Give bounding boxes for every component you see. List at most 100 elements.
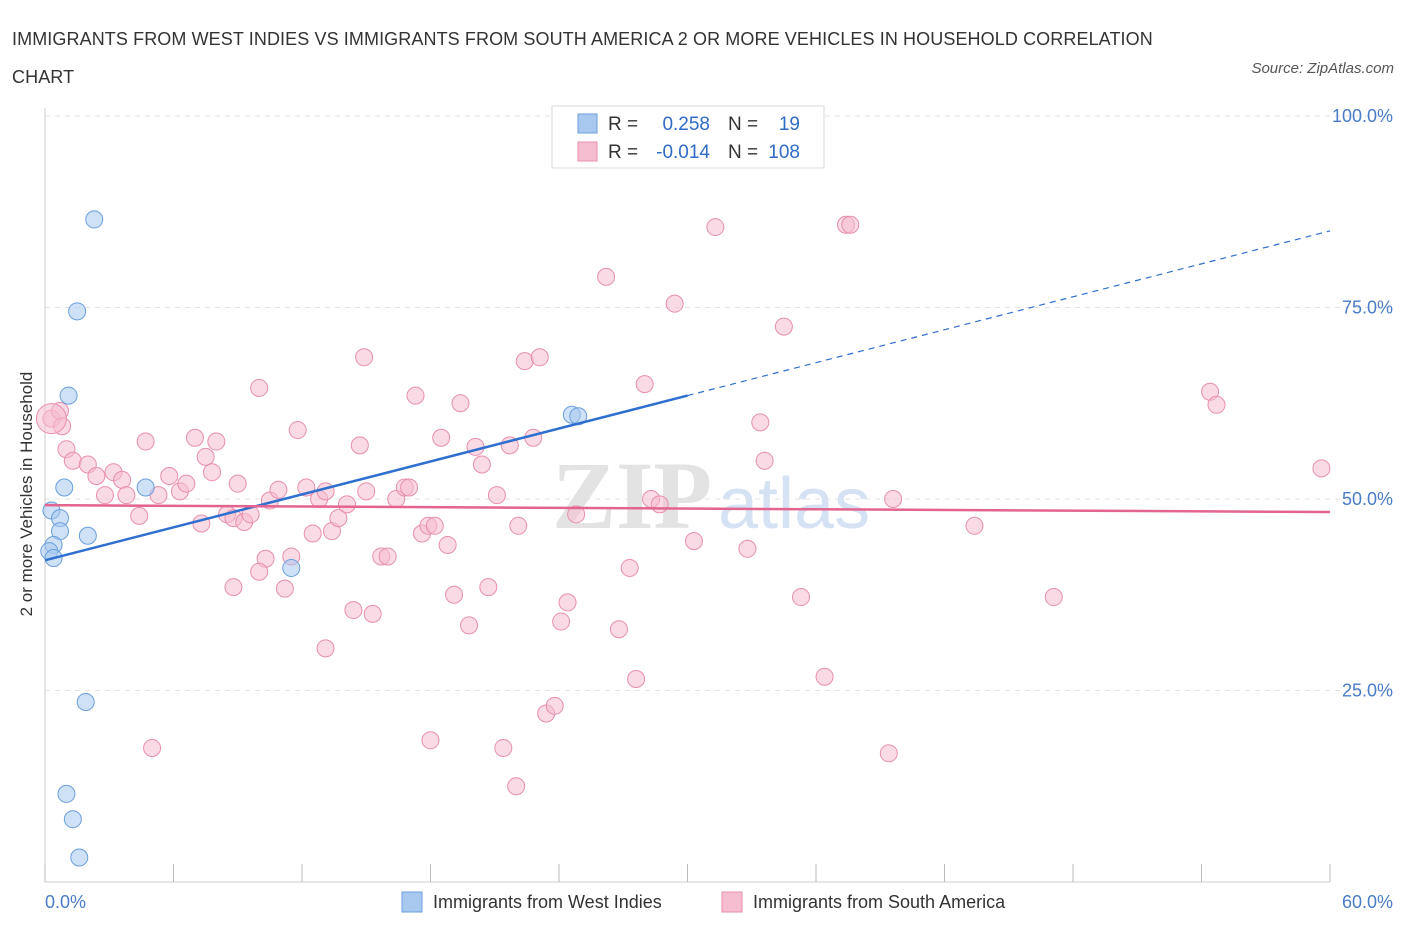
south-america-point-55 [445, 585, 464, 604]
south-america-point-34 [303, 524, 322, 543]
south-america-point-61 [487, 486, 506, 505]
south-america-point-67 [530, 348, 549, 367]
legend-r-value-1: 0.258 [662, 114, 710, 135]
watermark-atlas: atlas [718, 464, 870, 544]
south-america-point-58 [466, 437, 485, 456]
south-america-point-90 [815, 667, 834, 686]
south-america-point-93 [879, 744, 898, 763]
south-america-point-65 [515, 352, 534, 371]
south-america-point-49 [406, 386, 425, 405]
south-america-point-94 [884, 490, 903, 508]
south-america-point-103 [507, 777, 526, 796]
series-legend-label-west-indies: Immigrants from West Indies [433, 892, 662, 912]
south-america-point-73 [316, 639, 335, 658]
south-america-point-45 [378, 547, 397, 566]
south-america-point-89 [792, 588, 811, 607]
south-america-point-99 [1312, 459, 1331, 478]
west-indies-point-14 [76, 692, 95, 711]
south-america-point-5 [87, 467, 106, 486]
south-america-point-80 [650, 495, 669, 514]
south-america-point-59 [472, 455, 491, 474]
south-america-point-95 [965, 516, 984, 535]
west-indies-point-12 [282, 558, 301, 577]
y-tick-labels: 100.0% 75.0% 50.0% 25.0% [1332, 106, 1393, 701]
south-america-point-18 [196, 447, 215, 466]
south-america-point-83 [706, 218, 725, 237]
south-america-point-85 [738, 539, 757, 558]
trend-lines [44, 230, 1331, 562]
south-america-point-78 [635, 375, 654, 394]
south-america-trend-line [44, 503, 1331, 514]
south-america-point-87 [755, 451, 774, 470]
legend-r-label-2: R = [608, 142, 638, 163]
legend-r-value-2: -0.014 [656, 142, 710, 163]
series-legend-swatch-west-indies [401, 891, 423, 913]
south-america-point-62 [494, 738, 513, 757]
series-legend-label-south-america: Immigrants from South America [753, 892, 1006, 912]
south-america-point-48 [400, 478, 419, 497]
legend-n-value-2: 108 [768, 142, 800, 163]
south-america-point-86 [751, 413, 770, 432]
series-legend-swatch-south-america [721, 891, 743, 913]
south-america-point-13 [160, 467, 179, 486]
south-america-point-19 [203, 463, 222, 482]
south-america-point-72 [567, 505, 586, 524]
legend-swatch-west-indies [577, 113, 598, 134]
south-america-point-29 [269, 480, 288, 499]
series-legend: Immigrants from West Indies Immigrants f… [401, 891, 1006, 913]
y-axis-label: 2 or more Vehicles in Household [17, 372, 36, 617]
y-tick-label-100: 100.0% [1332, 106, 1393, 126]
south-america-point-52 [425, 516, 444, 535]
south-america-point-43 [363, 604, 382, 623]
west-indies-point-10 [78, 526, 97, 545]
south-america-point-64 [509, 516, 528, 535]
west-indies-trend-extension [687, 230, 1331, 397]
legend-n-value-1: 19 [779, 114, 800, 135]
south-america-point-77 [627, 670, 646, 689]
south-america-point-75 [609, 620, 628, 639]
south-america-point-96 [1044, 588, 1063, 607]
south-america-point-81 [665, 294, 684, 313]
south-america-point-98 [1207, 395, 1226, 414]
south-america-point-104 [224, 578, 243, 597]
south-america-point-92 [841, 215, 860, 234]
south-america-point-16 [185, 428, 204, 447]
south-america-point-71 [558, 593, 577, 612]
south-america-point-41 [350, 436, 369, 455]
series-south-america-points [35, 215, 1331, 796]
south-america-point-54 [438, 535, 457, 554]
legend-swatch-south-america [577, 141, 598, 162]
south-america-point-76 [620, 558, 639, 577]
south-america-point-53 [432, 428, 451, 447]
x-axis-ticks [44, 864, 1331, 882]
legend-n-label-1: N = [728, 114, 758, 135]
south-america-point-15 [177, 474, 196, 493]
south-america-point-39 [337, 495, 356, 514]
south-america-point-88 [774, 317, 793, 336]
west-indies-point-2 [59, 386, 78, 405]
south-america-point-60 [479, 578, 498, 597]
south-america-point-10 [130, 506, 149, 525]
west-indies-point-17 [70, 848, 89, 867]
west-indies-point-15 [57, 784, 76, 803]
chart-title: IMMIGRANTS FROM WEST INDIES VS IMMIGRANT… [12, 29, 1153, 87]
south-america-point-11 [136, 432, 155, 451]
south-america-point-70 [552, 612, 571, 631]
south-america-point-38 [329, 509, 348, 528]
south-america-point-40 [344, 601, 363, 620]
x-tick-label-min: 0.0% [45, 892, 86, 912]
gridlines [45, 115, 1390, 691]
south-america-point-6 [95, 486, 114, 505]
south-america-point-105 [250, 562, 269, 581]
west-indies-trend-line [44, 394, 688, 562]
south-america-point-26 [250, 378, 269, 397]
south-america-point-102 [421, 731, 440, 750]
west-indies-point-11 [136, 478, 155, 497]
x-tick-label-max: 60.0% [1342, 892, 1393, 912]
west-indies-point-16 [63, 810, 82, 829]
south-america-point-56 [451, 394, 470, 413]
legend-r-label-1: R = [608, 114, 638, 135]
west-indies-point-1 [68, 302, 87, 321]
south-america-point-8 [113, 470, 132, 489]
